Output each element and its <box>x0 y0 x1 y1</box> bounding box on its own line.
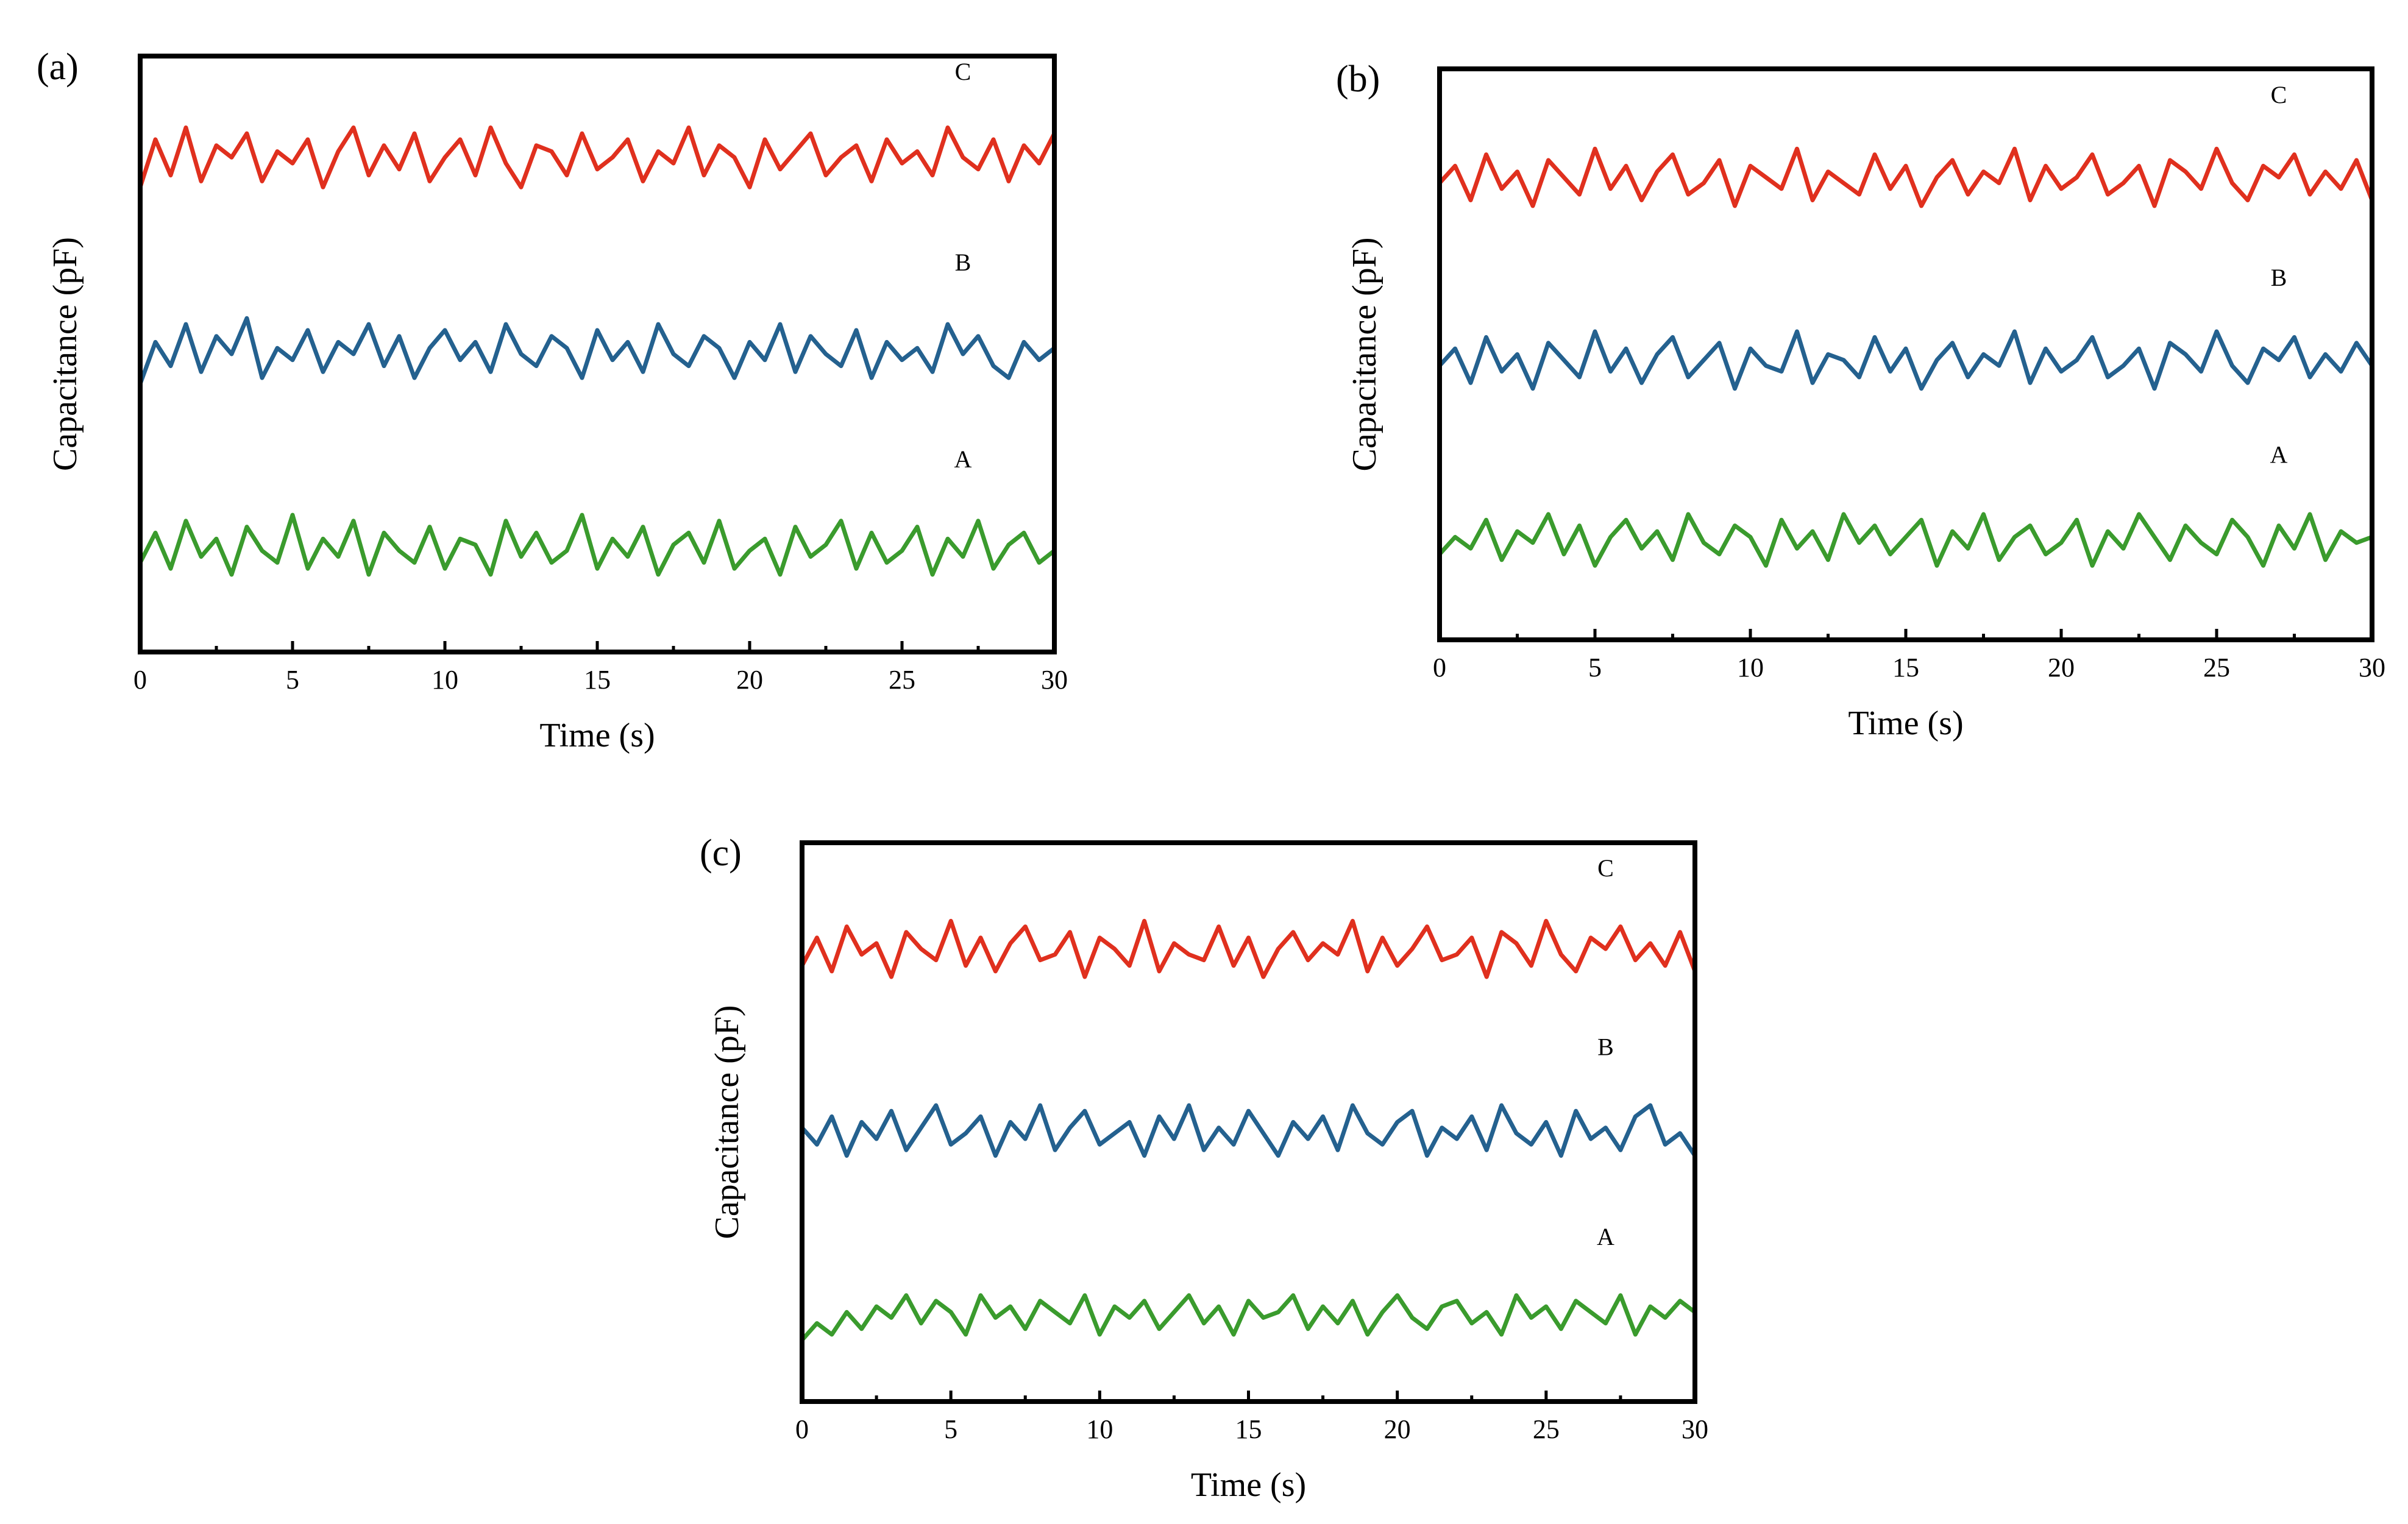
series-label-b: B <box>2271 264 2287 291</box>
series-line-c <box>138 125 1057 190</box>
x-axis-label: Time (s) <box>1848 704 1963 742</box>
x-tick-label: 30 <box>1041 665 1068 695</box>
x-axis-label: Time (s) <box>539 717 655 754</box>
series-label-c: C <box>955 58 971 85</box>
x-axis-label: Time (s) <box>1191 1466 1306 1504</box>
chart-panel-a: C B A 0 5 10 15 20 25 30 Time (s) Capacitance (pF) (… <box>37 46 1068 754</box>
x-tick-label: 0 <box>133 665 147 695</box>
x-tick-label: 5 <box>1588 653 1602 682</box>
series-line-b <box>800 1103 1697 1158</box>
x-tick-label: 10 <box>1086 1414 1113 1444</box>
x-tick-label: 15 <box>1892 653 1919 682</box>
x-tick-label: 25 <box>889 665 915 695</box>
plot-frame <box>800 840 1697 1404</box>
x-tick-label: 20 <box>736 665 763 695</box>
series-label-c: C <box>1597 854 1614 882</box>
x-tick-label: 10 <box>432 665 458 695</box>
series-label-a: A <box>2270 441 2288 469</box>
panel-label: (c) <box>700 832 742 874</box>
y-axis-label: Capacitance (pF) <box>46 237 84 471</box>
x-tick-label: 15 <box>1235 1414 1262 1444</box>
panel-label: (b) <box>1336 58 1380 100</box>
chart-panel-b: C B A 0 5 10 15 20 25 30 Time (s) Capacitance (pF) (… <box>1336 58 2385 742</box>
x-tick-label: 5 <box>286 665 299 695</box>
x-tick-label: 20 <box>2048 653 2075 682</box>
x-tick-label: 20 <box>1384 1414 1411 1444</box>
series-line-a <box>138 512 1057 577</box>
series-line-b <box>1437 329 2374 391</box>
panel-label: (a) <box>37 46 79 88</box>
chart-panel-c: C B A 0 5 10 15 20 25 30 Time (s) Capacitance (pF) (… <box>700 832 1708 1504</box>
series-label-b: B <box>955 249 971 276</box>
series-line-c <box>1437 146 2374 208</box>
y-axis-label: Capacitance (pF) <box>708 1005 746 1239</box>
series-line-c <box>800 918 1697 979</box>
x-tick-label: 25 <box>1533 1414 1560 1444</box>
series-line-b <box>138 316 1057 386</box>
series-line-a <box>800 1293 1697 1342</box>
series-line-a <box>1437 512 2374 568</box>
x-tick-label: 30 <box>2359 653 2385 682</box>
series-label-b: B <box>1597 1033 1614 1060</box>
x-tick-label: 0 <box>795 1414 809 1444</box>
x-tick-label: 15 <box>584 665 611 695</box>
series-label-a: A <box>1597 1223 1614 1250</box>
y-axis-label: Capacitance (pF) <box>1346 237 1383 471</box>
x-tick-label: 10 <box>1737 653 1764 682</box>
series-label-a: A <box>954 445 972 473</box>
x-tick-label: 5 <box>944 1414 957 1444</box>
x-tick-label: 0 <box>1433 653 1446 682</box>
x-tick-label: 25 <box>2203 653 2230 682</box>
series-label-c: C <box>2271 81 2287 108</box>
x-tick-label: 30 <box>1682 1414 1708 1444</box>
